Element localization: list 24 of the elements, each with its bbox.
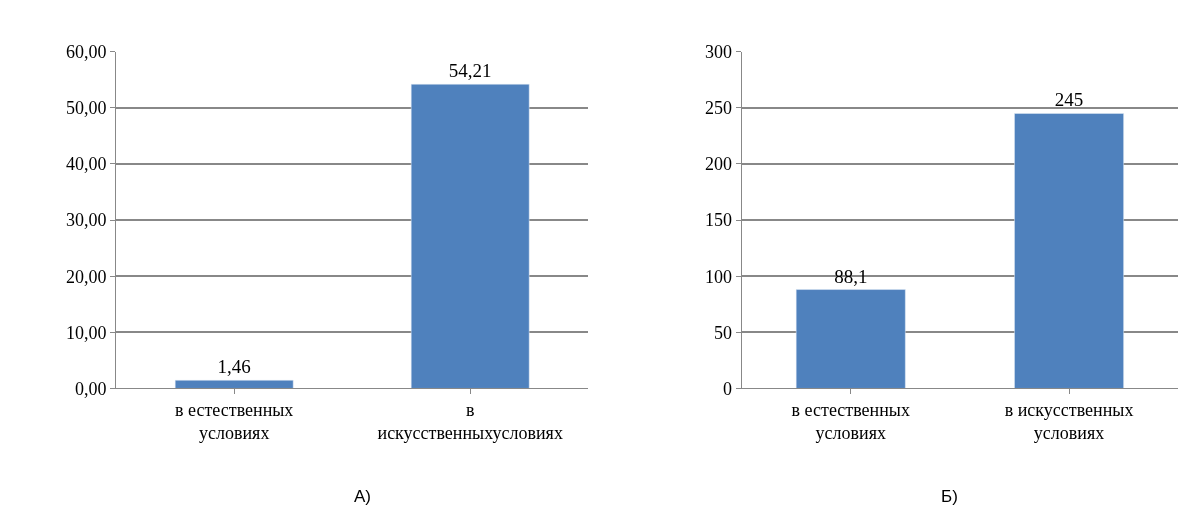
y-tick-label: 50 — [714, 322, 732, 343]
y-tick-label: 30,00 — [66, 210, 107, 231]
x-tick-label: в искусственныхусловиях — [377, 400, 563, 444]
y-tick-label: 0 — [723, 378, 732, 399]
y-tick-label: 200 — [705, 154, 732, 175]
y-tick-label: 40,00 — [66, 154, 107, 175]
y-tick-label: 60,00 — [66, 42, 107, 63]
x-tick-label: в естественных условиях — [791, 400, 910, 444]
y-tick-label: 50,00 — [66, 98, 107, 119]
y-tick-label: 150 — [705, 210, 732, 231]
y-tick-label: 250 — [705, 98, 732, 119]
y-tick-label: 300 — [705, 42, 732, 63]
y-tick-label: 100 — [705, 266, 732, 287]
data-label: 54,21 — [448, 60, 492, 82]
y-tick-label: 0,00 — [75, 378, 107, 399]
y-tick-label: 20,00 — [66, 266, 107, 287]
data-label: 88,1 — [834, 265, 868, 287]
x-tick-label: в естественных условиях — [175, 400, 294, 444]
data-label: 245 — [1054, 89, 1084, 111]
text: Б) — [941, 487, 958, 506]
x-tick-label: в искусственных условиях — [1004, 400, 1134, 444]
text: А) — [354, 487, 371, 506]
y-tick-label: 10,00 — [66, 322, 107, 343]
data-label: 1,46 — [217, 356, 251, 378]
